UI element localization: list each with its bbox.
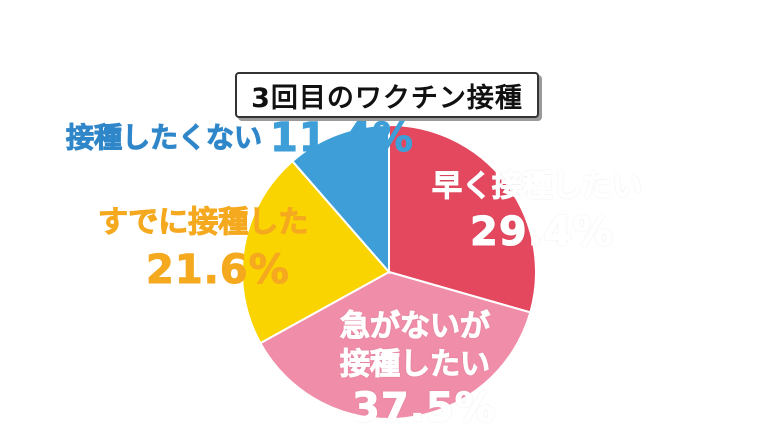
slice-value-isoganai: 37.5%	[352, 385, 496, 431]
pie-slice-2	[241, 159, 391, 345]
slice-value-hayaku: 29.4%	[470, 209, 614, 255]
chart-title: 3回目のワクチン接種	[251, 82, 523, 114]
chart-title-box: 3回目のワクチン接種	[235, 72, 539, 118]
slice-label-sudeni: すでに接種した	[97, 205, 309, 240]
pie-slice-1	[258, 270, 532, 420]
slice-label-isoganai-line2: 接種したい	[340, 347, 491, 382]
slice-label-hayaku: 早く接種したい	[432, 169, 643, 204]
slice-value-shitakunai: 11.4%	[270, 115, 414, 161]
slice-label-shitakunai: 接種したくない	[65, 121, 263, 154]
pie-slice-3	[290, 123, 390, 275]
slice-value-sudeni: 21.6%	[146, 247, 290, 293]
pie-slice-0	[388, 123, 537, 314]
slice-label-isoganai-line1: 急がないが	[340, 309, 491, 344]
